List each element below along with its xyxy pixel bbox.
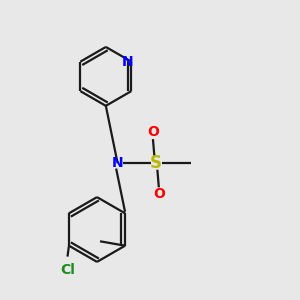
Text: O: O [147,125,159,139]
Text: O: O [153,187,165,201]
Text: N: N [122,55,134,69]
Text: N: N [112,156,123,170]
Text: S: S [150,154,162,172]
Text: Cl: Cl [60,263,75,278]
